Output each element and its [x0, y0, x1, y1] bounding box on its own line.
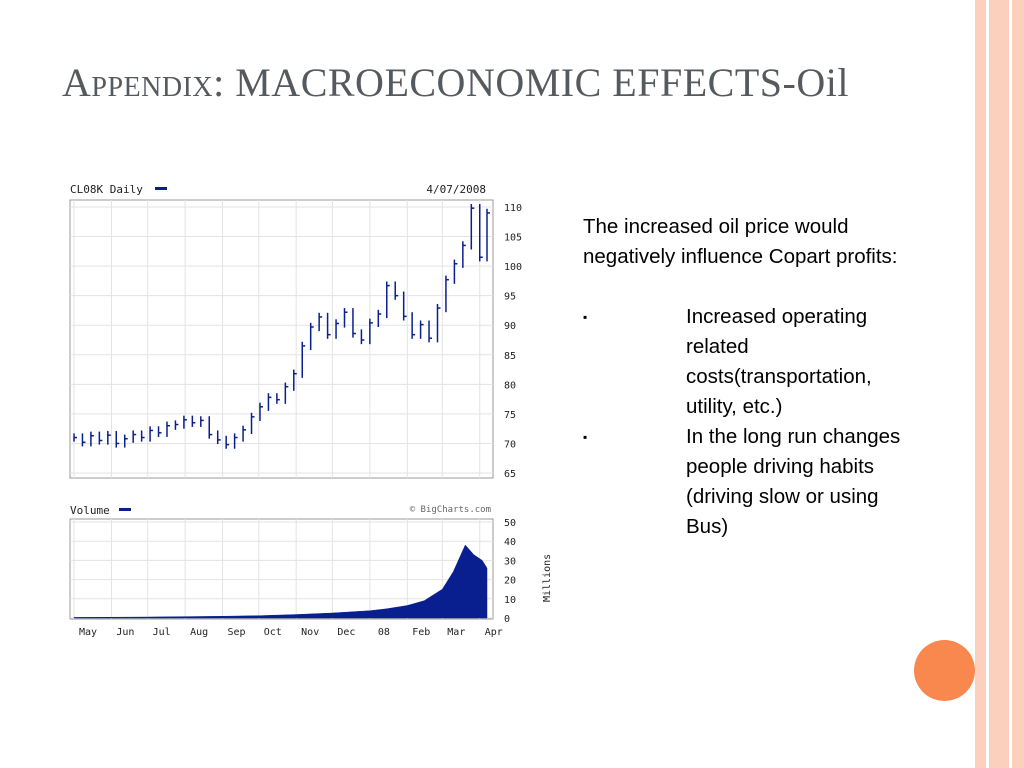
price-y-tick-label: 70: [504, 439, 516, 450]
price-y-tick-label: 75: [504, 410, 516, 421]
x-tick-label: Jul: [153, 627, 171, 638]
price-y-tick-label: 95: [504, 292, 516, 303]
price-y-tick-label: 100: [504, 262, 522, 273]
volume-chart-title: Volume: [70, 504, 110, 517]
bullet-item-1: ▪ Increased operating related costs(trans…: [583, 302, 923, 422]
x-tick-label: Sep: [228, 627, 246, 638]
x-tick-label: Dec: [337, 627, 355, 638]
price-y-tick-label: 80: [504, 380, 516, 391]
x-tick-label: Apr: [485, 627, 503, 638]
x-tick-label: Aug: [190, 627, 208, 638]
volume-y-tick-label: 10: [504, 595, 516, 606]
volume-y-axis: 50 40 30 20 10 0: [504, 518, 516, 625]
price-y-tick-label: 90: [504, 321, 516, 332]
bullet-item-2: ▪ In the long run changes people driving …: [583, 422, 923, 542]
price-plot-frame: [69, 199, 494, 479]
body-intro: The increased oil price would negatively…: [583, 215, 898, 268]
decor-stripe-1: [975, 0, 986, 768]
price-y-tick-label: 85: [504, 351, 516, 362]
bullet-text-1: Increased operating related costs(transp…: [686, 305, 872, 418]
price-y-tick-label: 110: [504, 203, 522, 214]
price-legend-swatch: [155, 187, 167, 190]
bullet-marker-icon: ▪: [583, 430, 588, 444]
price-chart-title: CL08K Daily: [70, 183, 143, 196]
x-tick-label: Jun: [116, 627, 134, 638]
slide-title-prefix: Appendix: [62, 60, 214, 105]
decor-stripe-gap-1: [986, 0, 989, 768]
volume-y-tick-label: 30: [504, 556, 516, 567]
decor-stripe-gap-2: [1009, 0, 1012, 768]
body-text: The increased oil price would negatively…: [583, 212, 923, 542]
price-y-tick-label: 105: [504, 233, 522, 244]
decor-circle: [914, 640, 975, 701]
oil-price-chart: CL08K Daily 4/07/2008 110105100959085807…: [69, 183, 553, 638]
paragraph-gap: [583, 272, 923, 302]
volume-legend-swatch: [119, 508, 131, 511]
x-tick-label: Nov: [301, 627, 319, 638]
price-chart-date: 4/07/2008: [426, 183, 486, 196]
slide-title-main: : MACROECONOMIC EFFECTS-Oil: [213, 60, 849, 105]
x-tick-label: May: [79, 627, 97, 638]
volume-y-tick-label: 40: [504, 537, 516, 548]
volume-panel: Volume © BigCharts.com 50 40 30 20 10 0 Milli…: [69, 504, 553, 625]
x-tick-label: Mar: [447, 627, 465, 638]
volume-y-tick-label: 50: [504, 518, 516, 529]
volume-y-tick-label: 20: [504, 576, 516, 587]
volume-axis-label: Millions: [542, 554, 553, 602]
bigcharts-watermark: © BigCharts.com: [410, 505, 491, 515]
volume-area: [73, 544, 488, 619]
price-y-tick-label: 65: [504, 469, 516, 480]
volume-y-tick-label: 0: [504, 614, 510, 625]
x-tick-label: Oct: [264, 627, 282, 638]
volume-series: [73, 544, 488, 619]
decor-stripe-3: [1012, 0, 1024, 768]
price-panel: CL08K Daily 4/07/2008 110 105 100 95 90 85 80 7…: [69, 183, 522, 480]
decor-stripe-2: [989, 0, 1009, 768]
price-y-axis: 110 105 100 95 90 85 80 75 70 65: [504, 203, 522, 480]
slide-title: Appendix: MACROECONOMIC EFFECTS-Oil: [62, 60, 942, 106]
bullet-text-2: In the long run changes people driving h…: [686, 425, 901, 538]
bullet-marker-icon: ▪: [583, 310, 588, 324]
x-tick-label: 08: [378, 627, 390, 638]
price-series: [73, 204, 490, 449]
price-grid: [70, 200, 493, 478]
volume-grid: [70, 519, 493, 619]
x-axis-months: May Jun Jul Aug Sep Oct Nov Dec 08 Feb Mar Apr: [79, 627, 503, 638]
x-tick-label: Feb: [412, 627, 430, 638]
